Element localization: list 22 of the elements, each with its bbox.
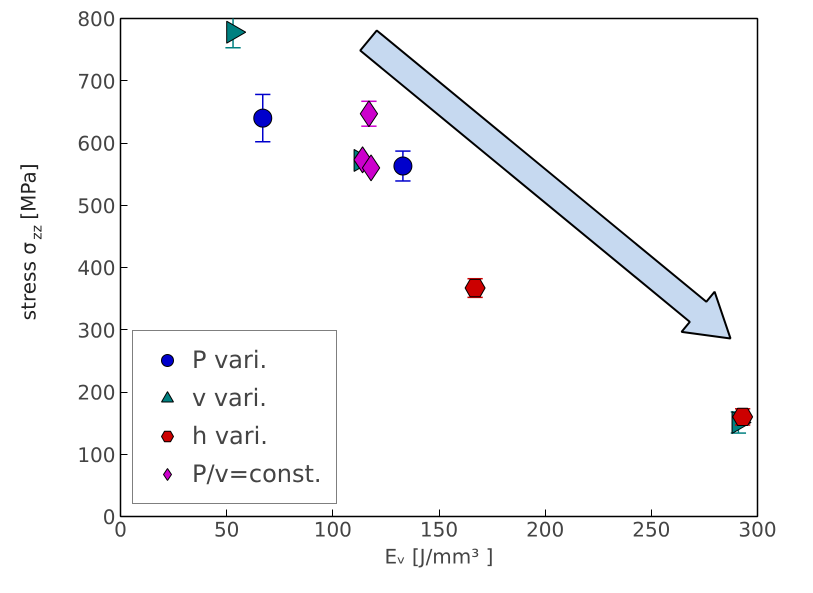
y-tick-label: 600	[77, 132, 116, 156]
y-tick-label: 400	[77, 256, 116, 280]
y-tick-label: 700	[77, 69, 116, 94]
y-tick-label: 200	[77, 380, 116, 404]
x-tick-label: 150	[420, 518, 458, 542]
y-tick-label: 300	[77, 318, 116, 342]
y-tick-label: 100	[77, 442, 116, 467]
legend-label: v vari.	[192, 384, 267, 412]
legend-label: P vari.	[192, 346, 268, 374]
x-tick-label: 50	[214, 518, 240, 542]
x-tick-label: 200	[526, 518, 564, 542]
y-tick-label: 500	[77, 194, 116, 218]
point	[393, 156, 412, 176]
y-axis-title: stress σzz [MPa]	[16, 163, 46, 320]
x-tick-label: 250	[632, 518, 670, 542]
legend-label: P/v=const.	[192, 460, 322, 488]
x-tick-label: 300	[738, 518, 777, 542]
legend-label: h vari.	[192, 422, 268, 450]
point	[253, 108, 272, 128]
x-tick-label: 100	[314, 518, 352, 542]
x-axis-title: Eᵥ [J/mm³ ]	[384, 544, 494, 568]
y-tick-label: 800	[77, 7, 116, 31]
